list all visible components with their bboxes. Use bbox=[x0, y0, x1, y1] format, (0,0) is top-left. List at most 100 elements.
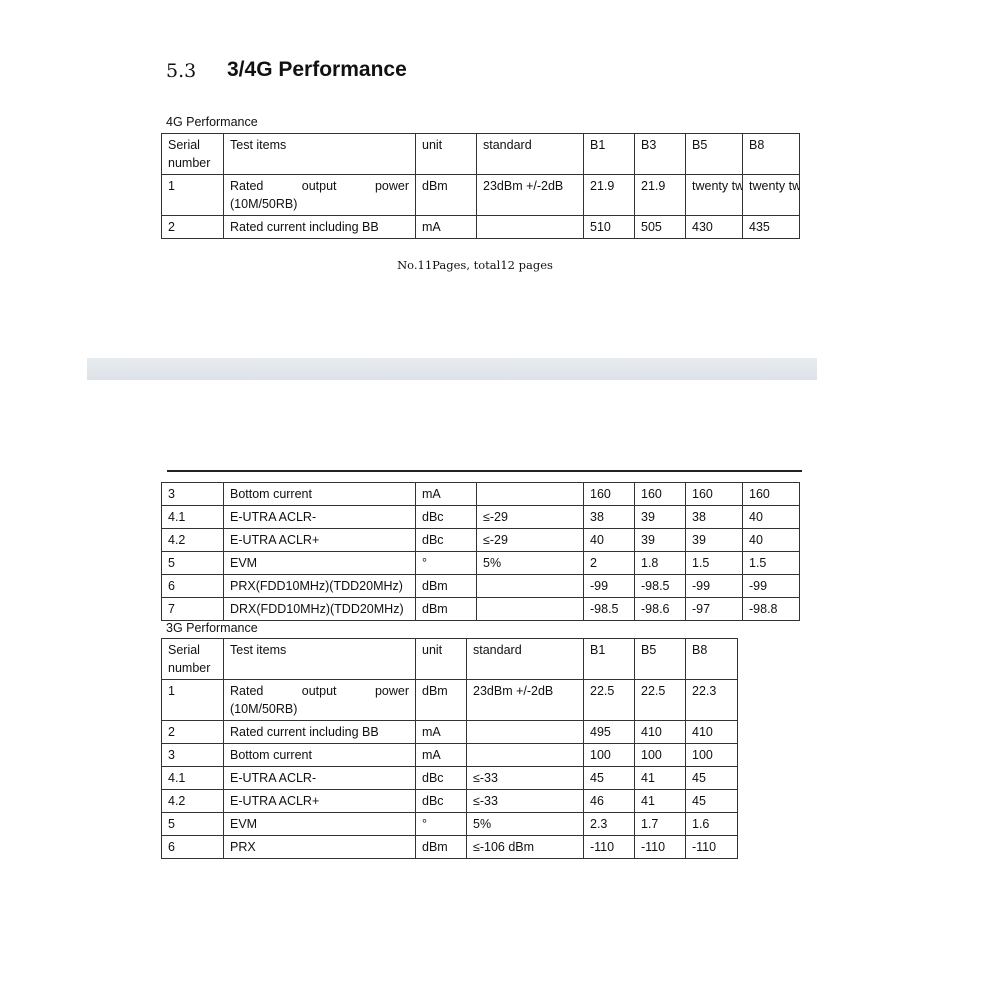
table-cell: mA bbox=[415, 482, 477, 506]
table-cell: B8 bbox=[685, 638, 738, 680]
table-cell: 23dBm +/-2dB bbox=[476, 174, 584, 216]
table-cell: 3 bbox=[161, 482, 224, 506]
table-cell: Rated output power (10M/50RB) bbox=[223, 679, 416, 721]
table-cell: unit bbox=[415, 133, 477, 175]
table-row: 7 DRX(FDD10MHz)(TDD20MHz) dBm -98.5 -98.6 -97… bbox=[161, 597, 800, 621]
table-row: 3 Bottom current mA 160 160 160 160 bbox=[161, 482, 800, 506]
table-cell: E-UTRA ACLR- bbox=[223, 766, 416, 790]
table-cell: -99 bbox=[685, 574, 743, 598]
table-cell: 39 bbox=[634, 528, 686, 552]
table-cell: 3 bbox=[161, 743, 224, 767]
table-row: 4.2 E-UTRA ACLR+ dBc ≤-33 46 41 45 bbox=[161, 789, 738, 813]
table-cell: E-UTRA ACLR+ bbox=[223, 789, 416, 813]
table-cell: dBm bbox=[415, 679, 467, 721]
table-cell bbox=[476, 597, 584, 621]
table-cell: EVM bbox=[223, 812, 416, 836]
table-cell: standard bbox=[466, 638, 584, 680]
table-cell: DRX(FDD10MHz)(TDD20MHz) bbox=[223, 597, 416, 621]
table-cell: 505 bbox=[634, 215, 686, 239]
table-cell: ≤-29 bbox=[476, 528, 584, 552]
table-cell: 4.1 bbox=[161, 766, 224, 790]
table-cell: Test items bbox=[223, 638, 416, 680]
table-cell: 100 bbox=[685, 743, 738, 767]
table-cell bbox=[476, 574, 584, 598]
table-cell: 5 bbox=[161, 812, 224, 836]
table-cell: mA bbox=[415, 720, 467, 744]
table-3g-caption: 3G Performance bbox=[166, 621, 258, 635]
table-cell: 1 bbox=[161, 174, 224, 216]
table-4g-caption: 4G Performance bbox=[166, 115, 258, 129]
table-cell: EVM bbox=[223, 551, 416, 575]
table-cell: 1.5 bbox=[685, 551, 743, 575]
table-cell: Bottom current bbox=[223, 743, 416, 767]
table-4g-continued: 3 Bottom current mA 160 160 160 160 4.1 E-UTRA A… bbox=[161, 482, 800, 621]
table-cell: B8 bbox=[742, 133, 800, 175]
table-row: 5 EVM ° 5% 2 1.8 1.5 1.5 bbox=[161, 551, 800, 575]
table-cell bbox=[466, 743, 584, 767]
table-cell: 38 bbox=[685, 505, 743, 529]
table-cell: ° bbox=[415, 551, 477, 575]
table-cell: PRX bbox=[223, 835, 416, 859]
table-header-row: Serial number Test items unit standard B1 B5 B… bbox=[161, 638, 738, 680]
table-cell: 160 bbox=[742, 482, 800, 506]
table-cell: 45 bbox=[685, 766, 738, 790]
table-cell: B5 bbox=[685, 133, 743, 175]
table-cell: B5 bbox=[634, 638, 686, 680]
table-cell: dBm bbox=[415, 597, 477, 621]
table-cell: 6 bbox=[161, 574, 224, 598]
table-row: 4.1 E-UTRA ACLR-dBc ≤-29 38 39 38 40 bbox=[161, 505, 800, 529]
table-cell: B1 bbox=[583, 638, 635, 680]
table-cell: Rated output power (10M/50RB) bbox=[223, 174, 416, 216]
table-cell: -99 bbox=[583, 574, 635, 598]
table-cell: -110 bbox=[583, 835, 635, 859]
header-rule bbox=[167, 470, 802, 472]
table-cell: ≤-29 bbox=[476, 505, 584, 529]
table-cell: 4.2 bbox=[161, 789, 224, 813]
table-cell: Serial number bbox=[161, 638, 224, 680]
table-cell: dBm bbox=[415, 574, 477, 598]
table-cell: 39 bbox=[685, 528, 743, 552]
table-cell: ° bbox=[415, 812, 467, 836]
table-cell: 100 bbox=[634, 743, 686, 767]
table-cell: 430 bbox=[685, 215, 743, 239]
table-row: 1 Rated output power (10M/50RB) dBm 23dBm +… bbox=[161, 174, 800, 216]
table-row: 2 Rated current including BB mA 495 410 410 bbox=[161, 720, 738, 744]
table-cell: 435 bbox=[742, 215, 800, 239]
table-cell: 23dBm +/-2dB bbox=[466, 679, 584, 721]
table-cell: 5 bbox=[161, 551, 224, 575]
table-cell: Serial number bbox=[161, 133, 224, 175]
table-cell: B3 bbox=[634, 133, 686, 175]
table-row: 4.2 E-UTRA ACLR+ dBc ≤-29 40 39 39 40 bbox=[161, 528, 800, 552]
table-cell: dBc bbox=[415, 789, 467, 813]
table-cell: -98.8 bbox=[742, 597, 800, 621]
table-row: 1 Rated output power (10M/50RB) dBm 23dBm +… bbox=[161, 679, 738, 721]
page-break-band bbox=[87, 358, 817, 380]
table-cell: -99 bbox=[742, 574, 800, 598]
table-cell bbox=[476, 482, 584, 506]
table-cell: 510 bbox=[583, 215, 635, 239]
table-cell: 2.3 bbox=[583, 812, 635, 836]
table-cell: PRX(FDD10MHz)(TDD20MHz) bbox=[223, 574, 416, 598]
table-cell: dBm bbox=[415, 174, 477, 216]
table-cell bbox=[466, 720, 584, 744]
table-3g: Serial number Test items unit standard B1 B5 B… bbox=[161, 638, 738, 859]
table-cell: 7 bbox=[161, 597, 224, 621]
table-cell: 21.9 bbox=[583, 174, 635, 216]
table-cell: 160 bbox=[685, 482, 743, 506]
table-cell: E-UTRA ACLR- bbox=[223, 505, 416, 529]
table-cell: Rated current including BB bbox=[223, 720, 416, 744]
table-cell: mA bbox=[415, 743, 467, 767]
table-cell: standard bbox=[476, 133, 584, 175]
table-cell: ≤-33 bbox=[466, 766, 584, 790]
table-cell: 2 bbox=[161, 720, 224, 744]
table-cell: -97 bbox=[685, 597, 743, 621]
table-cell: 22.5 bbox=[583, 679, 635, 721]
table-cell: 410 bbox=[685, 720, 738, 744]
table-cell: 160 bbox=[634, 482, 686, 506]
table-cell: 160 bbox=[583, 482, 635, 506]
table-cell: Rated current including BB bbox=[223, 215, 416, 239]
table-cell: E-UTRA ACLR+ bbox=[223, 528, 416, 552]
table-cell: 1.6 bbox=[685, 812, 738, 836]
table-cell: 1.5 bbox=[742, 551, 800, 575]
table-cell: 4.1 bbox=[161, 505, 224, 529]
